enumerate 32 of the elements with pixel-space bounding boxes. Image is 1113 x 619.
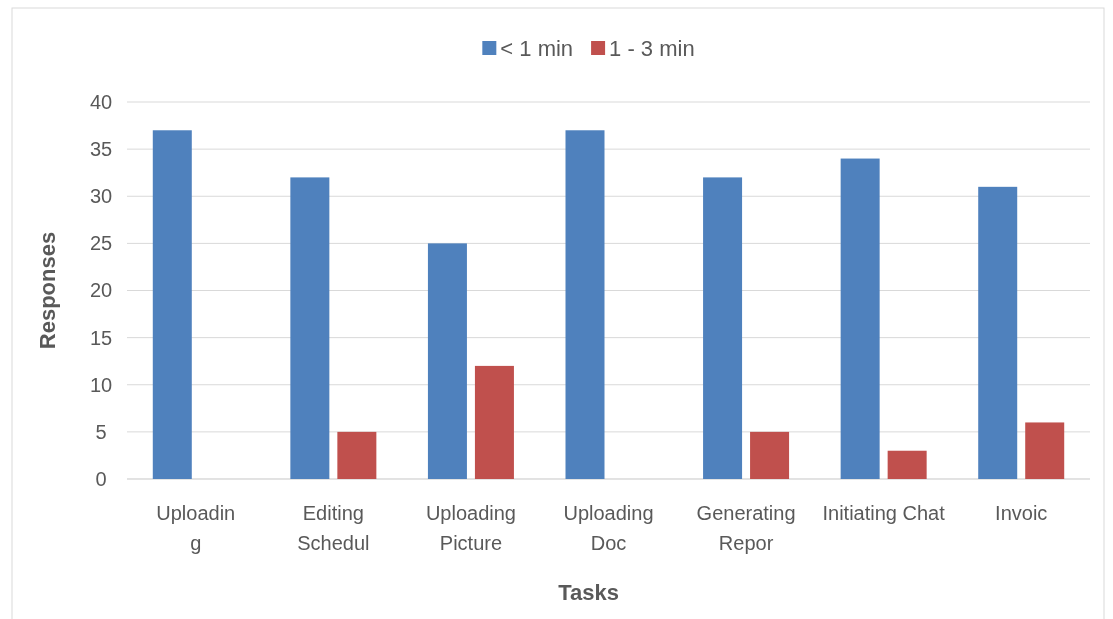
x-tick-label: Invoic [995,502,1048,524]
y-tick-label: 35 [89,138,113,161]
y-tick-label: 30 [89,185,113,208]
legend-label: < 1 min [500,36,574,61]
x-tick-label: Editing Schedul [297,502,370,554]
x-tick-label: Initiating Chat [822,502,946,524]
bar [337,431,377,479]
y-tick-label: 20 [89,279,113,302]
x-tick-label: Uploading Doc [563,502,654,554]
y-tick-label: 25 [89,232,113,255]
y-tick-label: 10 [89,373,113,396]
bar [474,365,514,479]
y-tick-label: 5 [95,420,107,443]
bar [152,130,192,479]
bar [1025,422,1065,479]
x-tick-label: Generating Repor [696,502,796,554]
bar [290,177,330,479]
bar [840,158,880,479]
bar [427,243,467,479]
bar [703,177,743,479]
x-tick-label: Uploading Picture [425,502,516,554]
bar [750,431,790,479]
bar [887,450,927,479]
y-tick-label: 15 [89,326,113,349]
bar [978,186,1018,479]
y-tick-label: 40 [89,90,113,113]
legend-label: 1 - 3 min [609,36,695,61]
y-tick-label: 0 [95,467,107,490]
y-axis-title: Responses [35,231,60,350]
bar [565,130,605,479]
x-tick-label: Uploadin g [156,502,236,554]
x-axis-title: Tasks [558,580,619,605]
